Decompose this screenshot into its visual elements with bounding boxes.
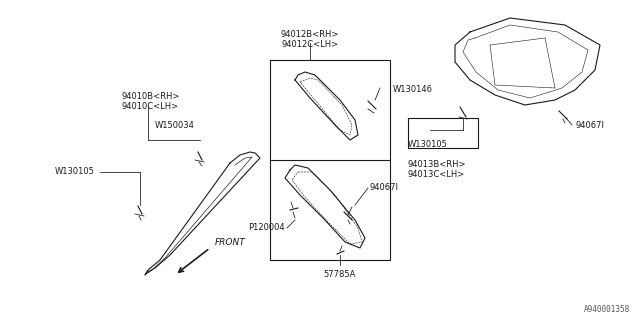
Text: 94013B<RH>
94013C<LH>: 94013B<RH> 94013C<LH> [408,160,467,180]
Text: A940001358: A940001358 [584,305,630,314]
Text: 57785A: 57785A [324,270,356,279]
Text: 94067I: 94067I [575,121,604,130]
Text: W130146: W130146 [393,85,433,94]
Text: FRONT: FRONT [215,238,246,247]
Text: P120004: P120004 [248,223,285,233]
Text: W130105: W130105 [55,167,95,177]
Text: 94067I: 94067I [370,183,399,193]
Text: W130105: W130105 [408,140,448,149]
Text: 94010B<RH>
94010C<LH>: 94010B<RH> 94010C<LH> [122,92,180,111]
Text: W150034: W150034 [155,121,195,130]
Text: 94012B<RH>
94012C<LH>: 94012B<RH> 94012C<LH> [281,30,339,49]
